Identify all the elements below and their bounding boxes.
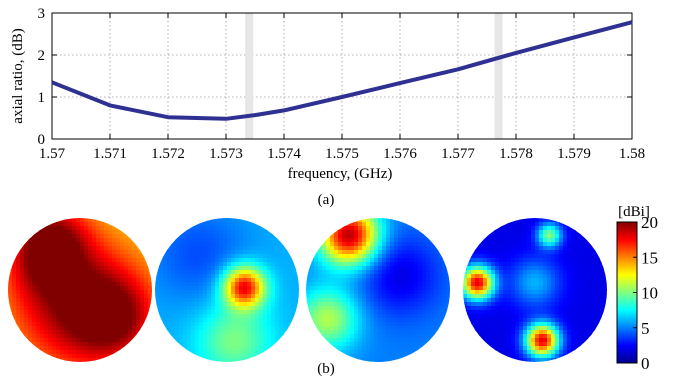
- highlight-band-1: [245, 13, 254, 139]
- panel-label-a: (a): [318, 192, 335, 208]
- highlight-band-2: [494, 13, 503, 139]
- x-tick-label: 1.579: [557, 146, 591, 162]
- colorbar-unit: [dBi]: [618, 204, 650, 220]
- colorbar: [dBi] 0 5 10 15 20: [616, 204, 658, 373]
- pattern-discs: [8, 218, 607, 362]
- x-tick-labels: 1.57 1.571 1.572 1.573 1.574 1.575 1.576 1.577 1…: [39, 146, 645, 162]
- radiation-pattern-maps: (b): [8, 218, 607, 377]
- y-tick-label: 2: [38, 48, 46, 64]
- colorbar-tick-label: 20: [641, 213, 658, 232]
- x-tick-label: 1.573: [209, 146, 243, 162]
- plot-frame: [51, 12, 633, 140]
- pattern-4: [463, 218, 607, 362]
- colorbar-tick-label: 5: [641, 319, 650, 338]
- colorbar-tick-label: 15: [641, 248, 658, 267]
- panel-label-b: (b): [317, 361, 335, 377]
- y-tick-label: 3: [38, 6, 46, 22]
- colorbar-tick-label: 10: [641, 284, 658, 303]
- colorbar-tick-labels: 0 5 10 15 20: [633, 213, 658, 373]
- x-tick-label: 1.572: [151, 146, 185, 162]
- colorbar-tick-label: 0: [641, 354, 650, 373]
- pattern-3: [306, 218, 450, 362]
- x-axis-label: frequency, (GHz): [288, 166, 393, 182]
- x-tick-label: 1.58: [619, 146, 645, 162]
- y-tick-label: 0: [38, 132, 46, 148]
- pattern-1: [8, 218, 152, 362]
- x-tick-label: 1.574: [267, 146, 301, 162]
- x-tick-label: 1.576: [383, 146, 417, 162]
- pattern-2: [155, 218, 299, 362]
- y-tick-labels: 0 1 2 3: [38, 6, 46, 148]
- x-tick-label: 1.578: [499, 146, 533, 162]
- x-tick-label: 1.57: [39, 146, 66, 162]
- highlight-bands: [245, 13, 503, 139]
- y-tick-label: 1: [38, 90, 46, 106]
- x-tick-label: 1.577: [441, 146, 475, 162]
- y-axis-label: axial ratio, (dB): [10, 28, 26, 123]
- chart-grid: [51, 12, 633, 140]
- axial-ratio-line: [51, 20, 633, 121]
- x-tick-label: 1.575: [325, 146, 359, 162]
- x-tick-label: 1.571: [93, 146, 127, 162]
- axial-ratio-chart: 1.57 1.571 1.572 1.573 1.574 1.575 1.576 1.577 1…: [10, 6, 645, 208]
